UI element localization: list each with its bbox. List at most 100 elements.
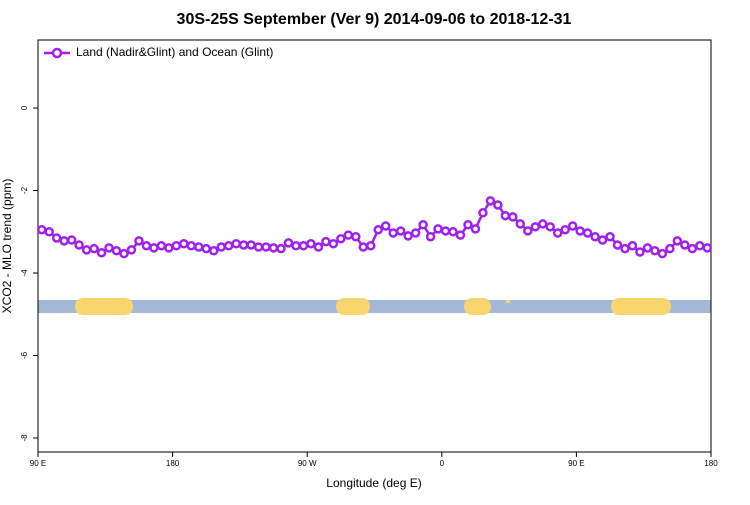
point xyxy=(508,212,518,222)
point xyxy=(283,238,294,248)
point xyxy=(119,248,129,259)
chart-title: 30S-25S September (Ver 9) 2014-09-06 to … xyxy=(177,11,572,28)
point xyxy=(59,236,69,246)
point xyxy=(149,243,159,253)
point xyxy=(538,219,548,229)
point xyxy=(253,242,264,252)
y-tick-label: -2 xyxy=(20,186,29,194)
y-tick-label: 0 xyxy=(20,105,29,110)
point xyxy=(380,221,391,231)
point xyxy=(96,248,107,258)
point xyxy=(156,241,167,251)
point xyxy=(223,241,234,251)
point xyxy=(366,241,376,251)
point xyxy=(268,243,279,253)
point xyxy=(171,241,182,251)
point xyxy=(216,242,226,252)
point xyxy=(455,230,466,240)
point xyxy=(111,245,122,256)
land-segment xyxy=(336,298,370,315)
point xyxy=(627,241,638,251)
legend-label: Land (Nadir&Glint) and Ocean (Glint) xyxy=(76,45,273,59)
point xyxy=(231,238,241,249)
point xyxy=(388,228,398,238)
point xyxy=(665,243,675,254)
point xyxy=(530,222,541,232)
point xyxy=(343,230,354,240)
point xyxy=(313,242,324,252)
point xyxy=(515,219,526,229)
ocean-band xyxy=(38,300,711,313)
point xyxy=(680,240,690,250)
point xyxy=(552,228,563,238)
point xyxy=(51,233,62,243)
y-tick-label: -8 xyxy=(20,434,29,442)
point xyxy=(478,208,488,218)
point xyxy=(328,238,339,249)
point xyxy=(695,241,705,251)
point xyxy=(500,210,511,221)
y-tick-label: -6 xyxy=(20,351,29,359)
point xyxy=(567,221,578,231)
point xyxy=(141,241,152,251)
point xyxy=(463,220,473,230)
point xyxy=(201,243,211,254)
land-segment xyxy=(506,300,510,303)
x-tick-label: 90 W xyxy=(298,459,317,468)
x-tick-label: 180 xyxy=(166,459,180,468)
point xyxy=(134,236,144,246)
point xyxy=(418,220,428,230)
land-segment xyxy=(611,298,671,315)
y-tick-label: -4 xyxy=(20,269,29,277)
point xyxy=(291,241,301,251)
point xyxy=(605,231,615,242)
point xyxy=(597,235,608,245)
point xyxy=(36,224,47,235)
point xyxy=(650,245,660,256)
point xyxy=(298,241,309,251)
point xyxy=(126,245,137,255)
point xyxy=(702,243,713,253)
point xyxy=(164,243,174,253)
surface-band xyxy=(38,298,711,315)
point xyxy=(582,228,593,238)
point xyxy=(306,238,316,249)
point xyxy=(351,231,361,242)
point xyxy=(493,200,503,210)
point xyxy=(403,231,413,241)
point xyxy=(620,243,630,254)
point xyxy=(321,236,331,247)
point xyxy=(575,226,585,236)
x-tick-label: 180 xyxy=(704,459,718,468)
point xyxy=(186,241,197,251)
point xyxy=(261,242,271,252)
point xyxy=(672,236,683,246)
point xyxy=(373,224,383,235)
point xyxy=(410,228,421,238)
point xyxy=(246,240,256,250)
point xyxy=(194,242,204,252)
point xyxy=(276,243,286,254)
point xyxy=(485,196,496,206)
point xyxy=(395,226,406,236)
point xyxy=(238,240,249,250)
point xyxy=(208,245,219,256)
point xyxy=(66,235,77,245)
point xyxy=(179,238,189,249)
point xyxy=(358,242,369,252)
legend-marker xyxy=(51,47,63,59)
point xyxy=(560,224,570,235)
x-tick-label: 90 E xyxy=(30,459,46,468)
point xyxy=(590,231,600,242)
point xyxy=(657,248,668,259)
point xyxy=(612,240,623,250)
point xyxy=(81,245,92,255)
point xyxy=(74,240,84,250)
point xyxy=(687,243,698,254)
point xyxy=(545,222,555,232)
land-segment xyxy=(464,298,491,315)
point xyxy=(89,243,99,254)
x-tick-label: 90 E xyxy=(568,459,584,468)
point xyxy=(425,231,436,242)
